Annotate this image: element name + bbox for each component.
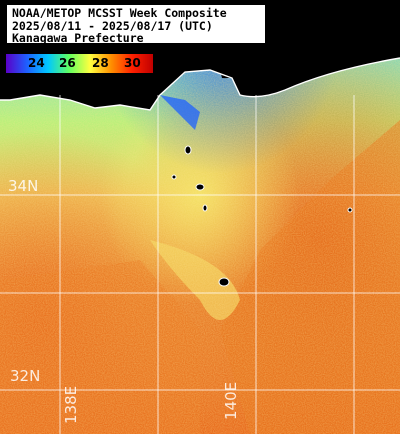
legend-tick-26: 26 <box>59 56 76 70</box>
title-line-1: NOAA/METOP MCSST Week Composite <box>12 6 227 20</box>
graticule <box>0 95 400 434</box>
title-line-2: 2025/08/11 - 2025/08/17 (UTC) <box>12 18 213 33</box>
map-title-box: NOAA/METOP MCSST Week Composite 2025/08/… <box>5 3 267 45</box>
legend-tick-28: 28 <box>92 56 109 70</box>
lon-label-140e: 140E <box>222 381 240 420</box>
islands <box>171 145 353 287</box>
legend-tick-24: 24 <box>28 56 45 70</box>
legend-tick-30: 30 <box>124 56 141 70</box>
title-line-3: Kanagawa Prefecture <box>12 31 144 45</box>
lat-label-34n: 34N <box>8 177 39 195</box>
color-legend: 24 26 28 30 <box>5 53 154 74</box>
lon-label-138e: 138E <box>62 385 80 424</box>
legend-color-bar <box>6 54 153 73</box>
coastline <box>0 57 400 111</box>
lat-label-32n: 32N <box>10 367 41 385</box>
